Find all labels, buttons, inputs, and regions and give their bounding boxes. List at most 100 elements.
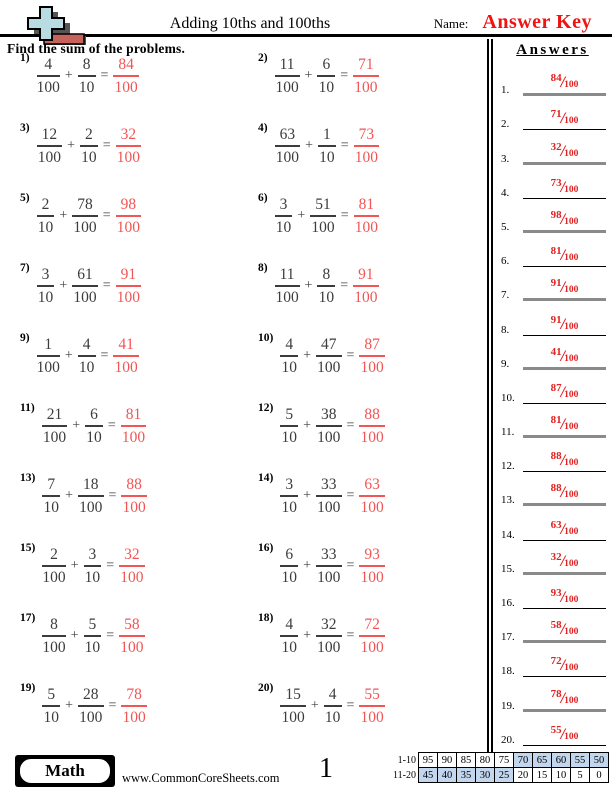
answer-denominator: 100 — [354, 79, 378, 96]
fraction-addend-1: 3 10 — [280, 476, 299, 516]
answer-row-number: 3. — [501, 152, 510, 165]
denominator: 100 — [36, 79, 60, 96]
equation: 8 100 + 5 10 = 58 100 — [42, 616, 145, 656]
fraction-addend-2: 47 100 — [316, 336, 342, 376]
score-cell: 0 — [589, 767, 609, 783]
fraction-addend-1: 21 100 — [41, 406, 68, 446]
problem-number: 8) — [258, 262, 268, 274]
problem-number: 14) — [258, 472, 274, 484]
answer-numerator: 88 — [359, 406, 385, 427]
denominator: 10 — [37, 219, 54, 236]
answer-numerator: 73 — [353, 126, 380, 147]
answer-fraction: 81 100 — [353, 196, 380, 236]
fraction-addend-1: 6 10 — [280, 546, 299, 586]
answer-fraction: 58 100 — [119, 616, 145, 656]
fraction-addend-2: 1 10 — [318, 126, 336, 166]
website-link: www.CommonCoreSheets.com — [122, 771, 280, 785]
answer-key-denominator: 100 — [564, 116, 579, 127]
fraction-slash: / — [560, 110, 566, 128]
answer-row-number: 13. — [501, 494, 515, 507]
fraction-addend-2: 32 100 — [316, 616, 342, 656]
fraction-slash: / — [560, 520, 566, 538]
answer-key-numerator: 91 — [550, 277, 562, 290]
equals-sign: = — [346, 558, 355, 573]
answer-key-numerator: 78 — [550, 687, 562, 700]
answer-blank-line: 71/100 — [523, 108, 606, 131]
answer-key-numerator: 72 — [550, 655, 562, 668]
denominator: 100 — [73, 219, 97, 236]
numerator: 11 — [274, 266, 300, 287]
fraction-addend-2: 78 100 — [72, 196, 98, 236]
answer-numerator: 81 — [353, 196, 380, 217]
equals-sign: = — [106, 558, 115, 573]
answer-blank-line: 58/100 — [523, 619, 606, 644]
denominator: 100 — [317, 429, 341, 446]
answer-numerator: 91 — [115, 266, 142, 287]
answer-key-denominator: 100 — [564, 490, 579, 501]
answer-blank-line: 72/100 — [523, 655, 606, 678]
fraction-slash: / — [560, 247, 566, 265]
equation: 6 10 + 33 100 = 93 100 — [280, 546, 385, 586]
name-label: Name: — [433, 16, 469, 31]
answer-row: 14. 63/100 — [493, 507, 612, 541]
answer-row: 9. 41/100 — [493, 337, 612, 371]
numerator: 4 — [77, 336, 96, 357]
fraction-addend-1: 11 100 — [274, 266, 300, 306]
fraction-slash: / — [560, 589, 566, 606]
equation: 7 10 + 18 100 = 88 100 — [42, 476, 147, 516]
equation: 11 100 + 6 10 = 71 100 — [274, 56, 379, 96]
answer-denominator: 100 — [122, 499, 146, 516]
score-cell: 75 — [494, 752, 514, 768]
answer-numerator: 72 — [359, 616, 385, 637]
problem-number: 9) — [20, 332, 30, 344]
problem-number: 16) — [258, 542, 274, 554]
denominator: 100 — [275, 289, 299, 306]
equals-sign: = — [346, 698, 355, 713]
equation: 63 100 + 1 10 = 73 100 — [274, 126, 380, 166]
score-table: 1-10 95 90 85 80 75 70 65 60 55 50 11-20 45 40 35 30… — [379, 752, 609, 783]
answer-row-number: 5. — [501, 220, 510, 233]
fraction-slash: / — [560, 657, 566, 675]
denominator: 10 — [318, 79, 335, 96]
denominator: 100 — [317, 359, 341, 376]
answer-numerator: 98 — [115, 196, 142, 217]
denominator: 100 — [281, 709, 305, 726]
answer-row-number: 19. — [501, 699, 515, 712]
plus-operator: + — [70, 558, 79, 573]
equals-sign: = — [108, 488, 117, 503]
numerator: 1 — [318, 126, 336, 147]
fraction-addend-1: 15 100 — [280, 686, 306, 726]
answer-numerator: 81 — [120, 406, 147, 427]
answer-blank-line: 91/100 — [523, 314, 606, 336]
fraction-addend-1: 5 10 — [42, 686, 61, 726]
problem-number: 7) — [20, 262, 30, 274]
plus-operator: + — [65, 698, 73, 713]
equation: 12 100 + 2 10 = 32 100 — [36, 126, 142, 166]
numerator: 8 — [77, 56, 96, 77]
addition-plus-icon — [26, 3, 106, 52]
problem: 3) 12 100 + 2 10 = 32 100 — [6, 122, 244, 192]
page-number: 1 — [319, 753, 333, 784]
problem-number: 1) — [20, 52, 30, 64]
score-cell: 95 — [418, 752, 438, 768]
answer-denominator: 100 — [360, 709, 384, 726]
fraction-slash: / — [560, 210, 566, 228]
denominator: 100 — [317, 639, 341, 656]
fraction-addend-1: 1 100 — [36, 336, 60, 376]
score-cell: 40 — [437, 767, 457, 783]
equation: 5 10 + 38 100 = 88 100 — [280, 406, 385, 446]
answer-key-numerator: 88 — [550, 450, 562, 463]
problem: 10) 4 10 + 47 100 = 87 100 — [244, 332, 484, 402]
problem: 14) 3 10 + 33 100 = 63 100 — [244, 472, 484, 542]
problems-grid: 1) 4 100 + 8 10 = 84 100 — [6, 52, 484, 752]
answer-row: 17. 58/100 — [493, 610, 612, 644]
answer-row: 12. 88/100 — [493, 439, 612, 473]
plus-operator: + — [70, 628, 79, 643]
answer-denominator: 100 — [360, 639, 384, 656]
answer-denominator: 100 — [121, 429, 146, 446]
fraction-addend-2: 4 10 — [323, 686, 342, 726]
answers-list: 1. 84/100 2. 71/100 — [493, 63, 612, 747]
answer-numerator: 55 — [359, 686, 385, 707]
answer-row: 18. 72/100 — [493, 644, 612, 678]
answer-key-fraction: 73/100 — [551, 177, 579, 196]
